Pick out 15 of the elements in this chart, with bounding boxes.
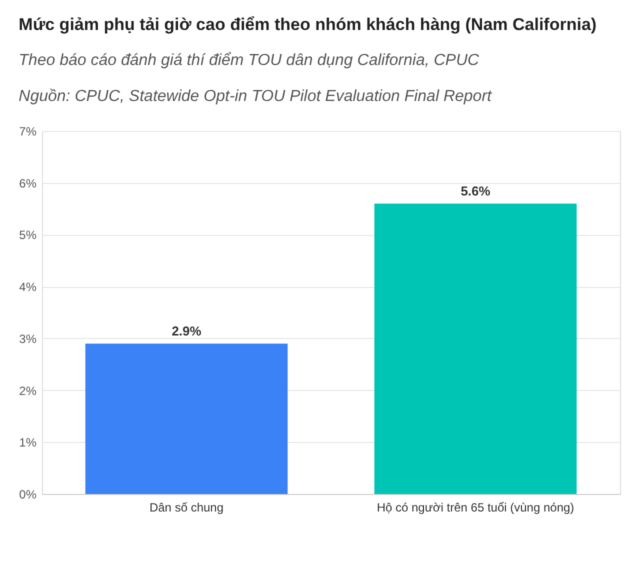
y-tick-label: 5%	[19, 228, 37, 242]
x-tick-label: Dân số chung	[149, 500, 224, 514]
y-tick-label: 1%	[19, 436, 37, 450]
y-tick-label: 7%	[19, 124, 37, 138]
data-label: 2.9%	[172, 324, 202, 339]
y-tick-label: 6%	[19, 176, 37, 190]
y-tick-label: 3%	[19, 332, 37, 346]
chart-title: Mức giảm phụ tải giờ cao điểm theo nhóm khách hàng (Nam California)	[18, 15, 597, 34]
y-tick-label: 2%	[19, 384, 37, 398]
y-tick-label: 0%	[19, 488, 37, 502]
data-label: 5.6%	[460, 184, 491, 199]
x-tick-label: Hộ có người trên 65 tuổi (vùng nóng)	[376, 500, 574, 514]
chart-subtitle: Theo báo cáo đánh giá thí điểm TOU dân dụng California, CPUC	[18, 52, 480, 69]
text: Nguồn: CPUC, Statewide Opt-in TOU Pilot Evaluation Final Report	[18, 88, 492, 105]
y-tick-label: 4%	[19, 280, 37, 294]
